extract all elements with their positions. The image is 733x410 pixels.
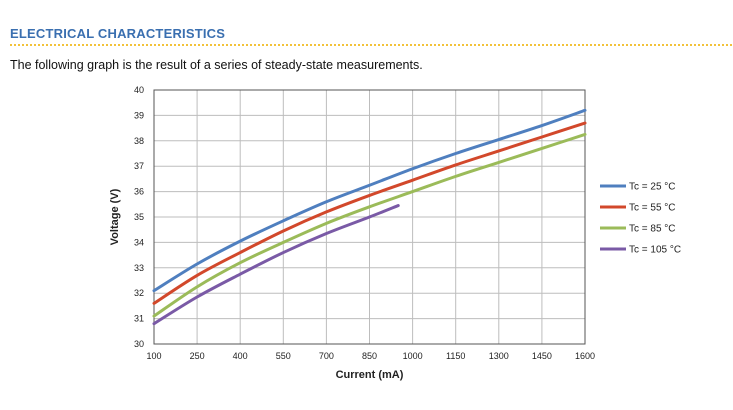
chart-legend: Tc = 25 °C Tc = 55 °C Tc = 85 °C Tc = 105 °…	[600, 182, 681, 256]
intro-text: The following graph is the result of a s…	[10, 58, 423, 72]
legend-label: Tc = 25 °C	[629, 182, 676, 193]
x-tick-label: 1300	[489, 351, 509, 361]
x-tick-label: 1150	[446, 351, 465, 361]
y-tick-label: 37	[134, 161, 144, 171]
x-tick-label: 1000	[403, 351, 423, 361]
section-divider	[10, 44, 732, 46]
x-tick-label: 250	[190, 351, 205, 361]
y-tick-label: 31	[134, 314, 144, 324]
series-line-3	[152, 132, 587, 318]
y-tick-label: 35	[134, 212, 144, 222]
plot-frame	[153, 89, 586, 345]
series-line-4	[152, 204, 400, 326]
y-tick-label: 38	[134, 136, 144, 146]
section-title: ELECTRICAL CHARACTERISTICS	[10, 26, 226, 41]
y-tick-label: 39	[134, 110, 144, 120]
legend-label: Tc = 85 °C	[629, 224, 676, 235]
legend-label: Tc = 105 °C	[629, 245, 681, 256]
chart-series	[152, 108, 587, 326]
legend-label: Tc = 55 °C	[629, 203, 676, 214]
x-tick-label: 850	[362, 351, 377, 361]
x-tick-label: 700	[319, 351, 334, 361]
x-tick-label: 1450	[532, 351, 552, 361]
series-line-1	[152, 108, 587, 293]
series-line-2	[152, 121, 587, 305]
y-tick-label: 32	[134, 288, 144, 298]
x-tick-label: 400	[233, 351, 248, 361]
y-tick-label: 40	[134, 85, 144, 95]
x-tick-label: 550	[276, 351, 291, 361]
y-tick-label: 30	[134, 339, 144, 349]
x-tick-label: 100	[146, 351, 161, 361]
x-axis-label: Current (mA)	[336, 369, 404, 381]
y-axis-label: Voltage (V)	[109, 188, 121, 245]
y-tick-label: 34	[134, 237, 144, 247]
chart-ticks: 100 250 400 550 700 850 1000 1150 1300 1450 1600 30…	[134, 85, 595, 361]
x-tick-label: 1600	[575, 351, 595, 361]
y-tick-label: 36	[134, 187, 144, 197]
y-tick-label: 33	[134, 263, 144, 273]
